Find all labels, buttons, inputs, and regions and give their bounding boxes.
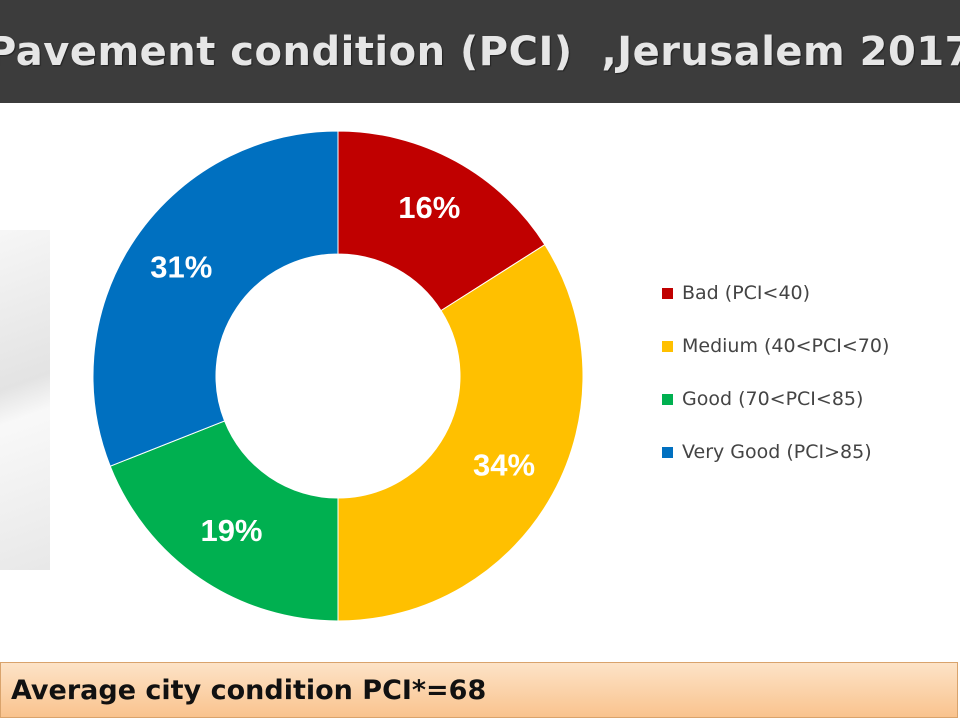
- legend-label-very-good: Very Good (PCI>85): [682, 441, 872, 463]
- data-label-good: 19%: [200, 513, 262, 548]
- slice-medium: [337, 244, 584, 622]
- legend-label-medium: Medium (40<PCI<70): [682, 335, 890, 357]
- average-condition-text: Average city condition PCI*=68: [11, 674, 487, 706]
- slice-good: [109, 420, 339, 622]
- slice-bad: [337, 130, 546, 312]
- title-bar: Pavement condition (PCI) ,Jerusalem 2017: [0, 0, 960, 103]
- data-label-very-good: 31%: [150, 250, 212, 285]
- legend-swatch-medium: [662, 340, 673, 352]
- legend-swatch-very-good: [662, 446, 673, 458]
- slice-very-good: [92, 130, 339, 467]
- legend-item-very-good: Very Good (PCI>85): [662, 439, 889, 465]
- chart-legend: Bad (PCI<40) Medium (40<PCI<70) Good (70…: [662, 280, 889, 492]
- legend-swatch-bad: [662, 287, 673, 299]
- data-label-bad: 16%: [398, 190, 460, 225]
- legend-swatch-good: [662, 393, 673, 405]
- background-swoosh: [0, 230, 50, 570]
- legend-label-bad: Bad (PCI<40): [682, 282, 811, 304]
- page-title: Pavement condition (PCI) ,Jerusalem 2017: [0, 28, 960, 75]
- legend-item-good: Good (70<PCI<85): [662, 386, 889, 412]
- data-label-medium: 34%: [473, 447, 535, 482]
- average-condition-box: Average city condition PCI*=68: [0, 662, 958, 718]
- legend-item-medium: Medium (40<PCI<70): [662, 333, 889, 359]
- donut-chart: 16% 34% 19% 31%: [92, 130, 584, 622]
- legend-label-good: Good (70<PCI<85): [682, 388, 864, 410]
- legend-item-bad: Bad (PCI<40): [662, 280, 889, 306]
